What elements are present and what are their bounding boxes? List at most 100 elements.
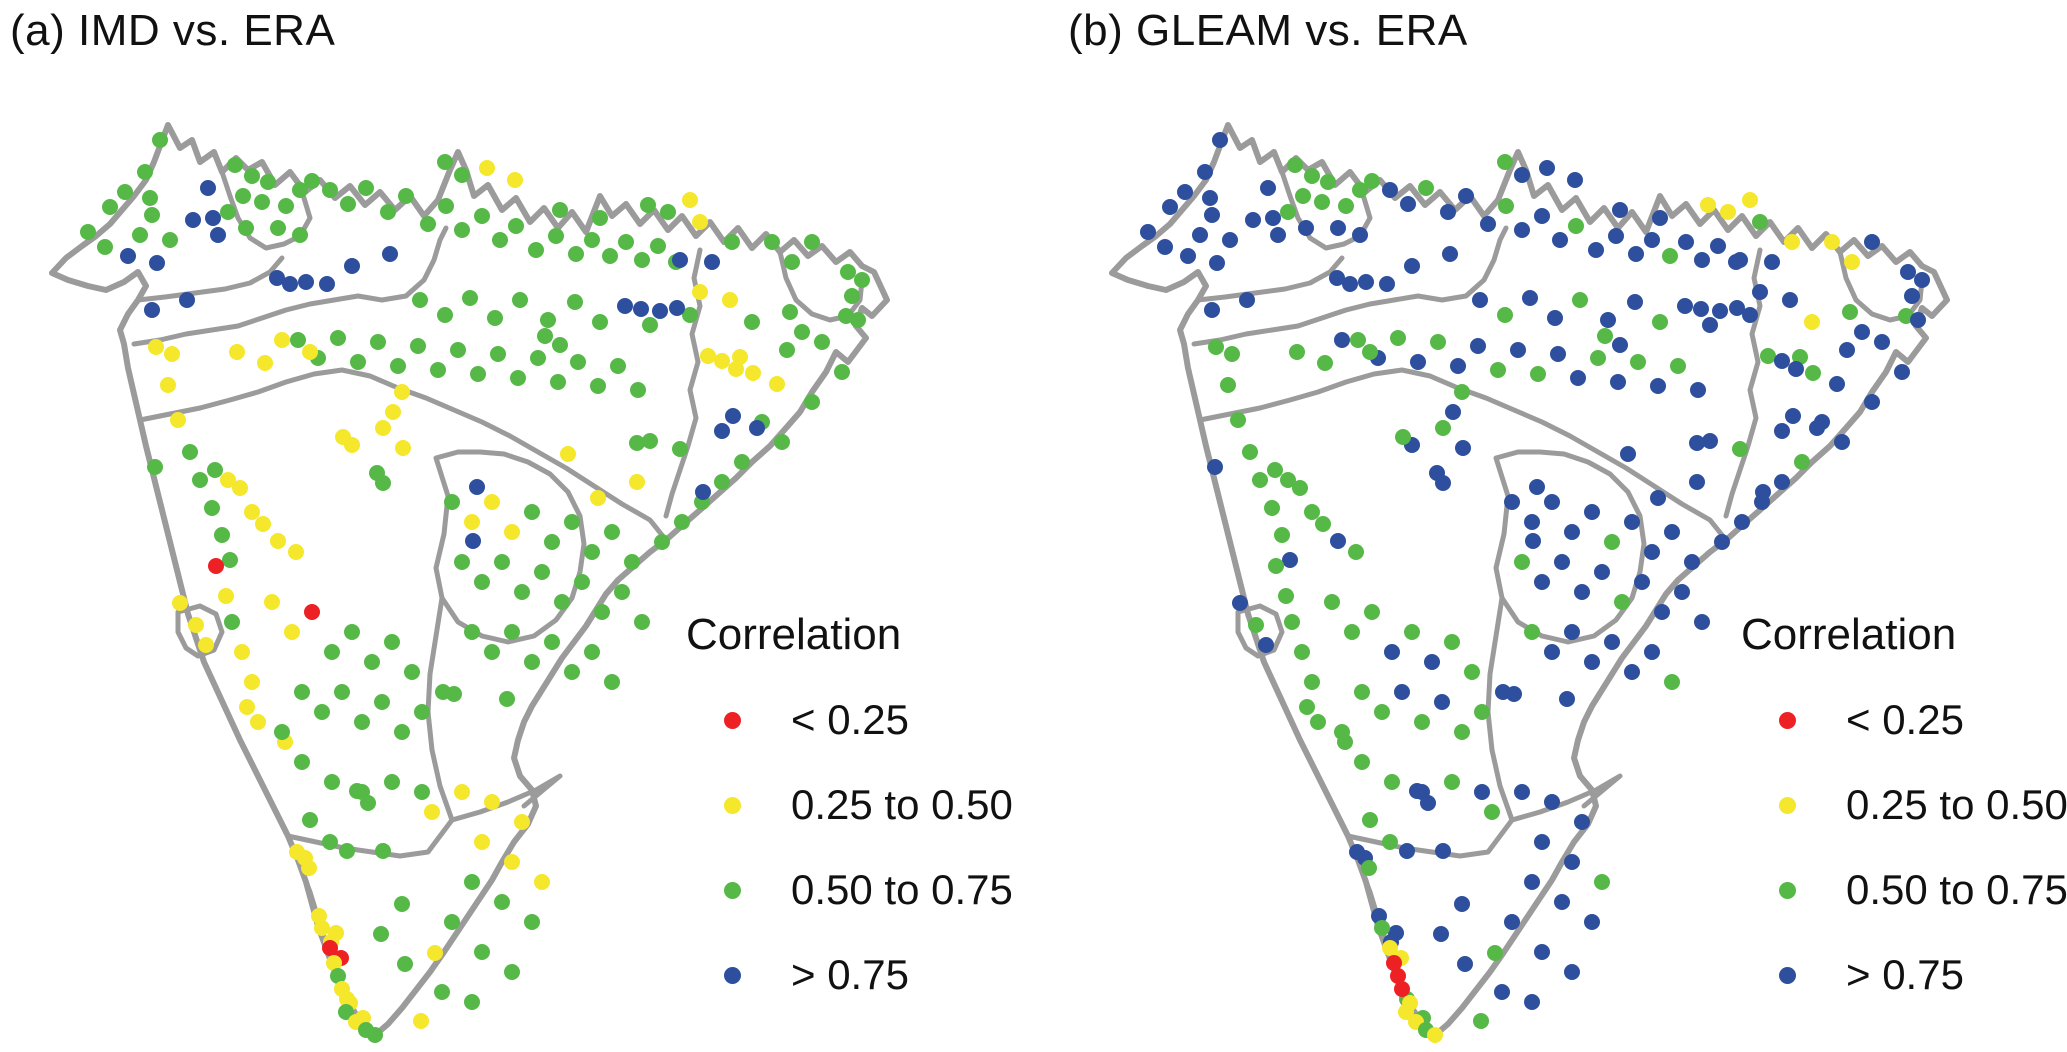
data-point xyxy=(434,984,450,1000)
data-point xyxy=(413,1013,429,1029)
data-point xyxy=(514,814,530,830)
data-point xyxy=(274,332,290,348)
data-point xyxy=(1252,472,1268,488)
data-point xyxy=(1177,184,1193,200)
data-point xyxy=(624,554,640,570)
data-point xyxy=(725,408,741,424)
data-point xyxy=(244,168,260,184)
data-point xyxy=(1720,204,1736,220)
data-point xyxy=(314,920,330,936)
data-point xyxy=(850,312,866,328)
data-point xyxy=(160,377,176,393)
data-point xyxy=(375,475,391,491)
data-point xyxy=(769,376,785,392)
data-point xyxy=(1874,334,1890,350)
data-point xyxy=(1522,290,1538,306)
legend-dot-blue xyxy=(1779,966,1796,984)
data-point xyxy=(1304,504,1320,520)
data-point xyxy=(592,210,608,226)
data-point xyxy=(450,342,466,358)
data-point xyxy=(1689,474,1705,490)
data-point xyxy=(537,328,553,344)
data-point xyxy=(172,595,188,611)
data-point xyxy=(292,227,308,243)
data-point xyxy=(1454,724,1470,740)
data-point xyxy=(834,364,850,380)
data-point xyxy=(484,794,500,810)
data-point xyxy=(149,255,165,271)
data-point xyxy=(574,574,590,590)
data-point xyxy=(1162,199,1178,215)
data-point xyxy=(1457,956,1473,972)
data-point xyxy=(714,423,730,439)
data-point xyxy=(1597,328,1613,344)
data-point xyxy=(1338,198,1354,214)
data-point xyxy=(1330,533,1346,549)
data-point xyxy=(1208,339,1224,355)
data-point xyxy=(238,220,254,236)
legend-panel-a: Correlation < 0.25 0.25 to 0.50 0.50 to … xyxy=(666,610,1046,1038)
data-point xyxy=(1334,332,1350,348)
data-point xyxy=(390,358,406,374)
data-point xyxy=(1550,346,1566,362)
data-point xyxy=(1544,494,1560,510)
data-point xyxy=(1455,440,1471,456)
data-point xyxy=(1854,324,1870,340)
data-point xyxy=(654,534,670,550)
data-point xyxy=(410,338,426,354)
data-point xyxy=(454,222,470,238)
data-point xyxy=(1504,494,1520,510)
data-point xyxy=(132,227,148,243)
data-point xyxy=(1559,691,1575,707)
data-point xyxy=(1514,554,1530,570)
data-point xyxy=(1510,342,1526,358)
data-point xyxy=(1904,288,1920,304)
data-point xyxy=(669,300,685,316)
data-point xyxy=(504,854,520,870)
data-point xyxy=(1330,220,1346,236)
data-point xyxy=(142,190,158,206)
data-point xyxy=(1386,955,1402,971)
data-point xyxy=(210,227,226,243)
data-point xyxy=(1390,968,1406,984)
data-point xyxy=(1454,896,1470,912)
data-point xyxy=(1584,914,1600,930)
data-point xyxy=(794,324,810,340)
data-point xyxy=(487,310,503,326)
data-point xyxy=(314,704,330,720)
data-point xyxy=(1314,194,1330,210)
data-point xyxy=(120,248,136,264)
data-point xyxy=(1248,617,1264,633)
data-point xyxy=(1554,894,1570,910)
data-point xyxy=(454,554,470,570)
data-point xyxy=(474,944,490,960)
data-point xyxy=(414,704,430,720)
data-point xyxy=(1584,504,1600,520)
data-point xyxy=(1382,834,1398,850)
data-point xyxy=(1524,514,1540,530)
legend-panel-b: Correlation < 0.25 0.25 to 0.50 0.50 to … xyxy=(1721,610,2067,1038)
data-point xyxy=(412,292,428,308)
data-point xyxy=(464,874,480,890)
legend-item-lt025: < 0.25 xyxy=(666,696,1046,743)
data-point xyxy=(430,362,446,378)
data-point xyxy=(270,533,286,549)
panel-b-map xyxy=(1112,125,1947,1043)
data-point xyxy=(294,754,310,770)
data-point xyxy=(1530,366,1546,382)
data-point xyxy=(290,332,306,348)
data-point xyxy=(1564,524,1580,540)
data-point xyxy=(570,354,586,370)
data-point xyxy=(584,232,600,248)
data-point xyxy=(494,894,510,910)
data-point xyxy=(1590,350,1606,366)
data-point xyxy=(494,554,510,570)
data-point xyxy=(1362,344,1378,360)
data-point xyxy=(1294,644,1310,660)
legend-item-gt075: > 0.75 xyxy=(666,951,1046,998)
data-point xyxy=(185,212,201,228)
data-point xyxy=(1204,207,1220,223)
data-point xyxy=(1829,376,1845,392)
legend-dot-red xyxy=(724,711,741,729)
data-point xyxy=(1292,480,1308,496)
